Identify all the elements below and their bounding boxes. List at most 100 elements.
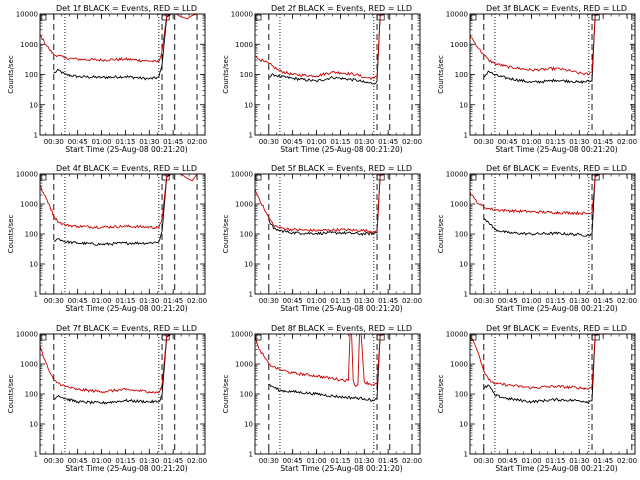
panel-title: Det 6f BLACK = Events, RED = LLD [486,164,627,173]
x-tick-label: 01:30 [569,297,589,305]
y-axis-label: Counts/sec [222,55,230,94]
y-tick-label: 10000 [16,11,38,19]
x-tick-label: 02:00 [402,457,422,465]
x-tick-label: 01:15 [330,138,350,146]
start-marker-square [255,174,262,181]
panel-title: Det 7f BLACK = Events, RED = LLD [56,324,197,333]
start-marker-square [255,14,262,21]
x-tick-label: 01:15 [545,138,565,146]
y-tick-label: 100 [240,71,253,79]
lld-series-line [39,173,198,230]
events-series-line [268,333,386,402]
x-axis-label: Start Time (25-Aug-08 00:21:20) [495,304,617,313]
x-tick-label: 00:30 [44,138,64,146]
y-axis-label: Counts/sec [437,375,445,414]
y-tick-label: 1 [34,451,38,459]
y-tick-label: 100 [455,391,468,399]
y-tick-label: 1000 [20,41,38,49]
y-tick-label: 1 [249,451,253,459]
lld-series-line [469,333,612,391]
y-tick-label: 10 [244,421,253,429]
y-tick-label: 1000 [450,361,468,369]
y-tick-label: 10000 [16,331,38,339]
y-tick-label: 1 [464,291,468,299]
x-axis-label: Start Time (25-Aug-08 00:21:20) [280,464,402,473]
detector-panel-4: Det 4f BLACK = Events, RED = LLD Counts/s… [7,164,207,313]
end-marker-square [161,334,170,341]
x-tick-label: 02:00 [402,138,422,146]
events-series-line [53,333,172,405]
x-axis-label: Start Time (25-Aug-08 00:21:20) [280,145,402,154]
y-tick-label: 100 [455,71,468,79]
x-axis-label: Start Time (25-Aug-08 00:21:20) [280,304,402,313]
x-tick-label: 01:45 [163,457,183,465]
x-axis-label: Start Time (25-Aug-08 00:21:20) [65,464,187,473]
x-tick-label: 01:30 [569,457,589,465]
y-tick-label: 10000 [16,171,38,179]
x-tick-label: 01:15 [115,138,135,146]
x-tick-label: 00:30 [259,297,279,305]
x-tick-label: 00:45 [68,138,88,146]
y-tick-label: 1000 [235,41,253,49]
x-tick-label: 01:30 [139,297,159,305]
x-tick-label: 00:45 [283,297,303,305]
x-tick-label: 01:15 [545,457,565,465]
lld-series-line [469,13,612,76]
events-series-line [483,333,601,404]
x-tick-label: 00:30 [44,297,64,305]
plot-frame [469,333,636,455]
x-tick-label: 02:00 [187,457,207,465]
x-tick-label: 01:45 [378,297,398,305]
y-axis-label: Counts/sec [437,215,445,254]
x-tick-label: 01:45 [378,457,398,465]
x-tick-label: 01:00 [306,457,326,465]
plot-frame [254,173,421,295]
y-tick-label: 100 [240,231,253,239]
y-axis-label: Counts/sec [222,215,230,254]
panel-title: Det 8f BLACK = Events, RED = LLD [271,324,412,333]
events-series-line [483,173,601,237]
x-tick-label: 00:30 [474,297,494,305]
y-tick-label: 1 [34,291,38,299]
end-marker-square [591,334,600,341]
plot-frame [39,333,206,455]
y-tick-label: 1000 [20,201,38,209]
events-series-line [268,173,386,237]
lld-series-line [39,333,182,394]
x-tick-label: 01:45 [163,297,183,305]
x-axis-label: Start Time (25-Aug-08 00:21:20) [495,464,617,473]
x-tick-label: 01:15 [330,457,350,465]
detector-panel-9: Det 9f BLACK = Events, RED = LLD Counts/s… [437,324,637,473]
x-tick-label: 00:45 [283,457,303,465]
x-tick-label: 01:45 [593,297,613,305]
x-axis-label: Start Time (25-Aug-08 00:21:20) [495,145,617,154]
x-tick-label: 00:45 [498,457,518,465]
lld-series-line [254,13,397,81]
x-tick-label: 00:30 [474,457,494,465]
y-tick-label: 10 [244,261,253,269]
lld-series-line [254,173,397,234]
x-tick-label: 00:30 [259,457,279,465]
detector-panel-6: Det 6f BLACK = Events, RED = LLD Counts/s… [437,164,637,313]
y-tick-label: 1 [34,132,38,140]
y-tick-label: 10000 [446,171,468,179]
x-tick-label: 01:30 [139,457,159,465]
y-tick-label: 10 [459,101,468,109]
start-marker-square [470,334,477,341]
end-marker-square [591,14,600,21]
x-tick-label: 00:45 [498,297,518,305]
x-tick-label: 01:00 [91,138,111,146]
y-axis-label: Counts/sec [222,375,230,414]
detector-panel-2: Det 2f BLACK = Events, RED = LLD Counts/s… [222,4,422,154]
start-marker-square [40,334,47,341]
panel-title: Det 1f BLACK = Events, RED = LLD [56,4,197,13]
x-tick-label: 00:30 [474,138,494,146]
y-tick-label: 1 [249,132,253,140]
x-tick-label: 02:00 [402,297,422,305]
y-tick-label: 10000 [446,11,468,19]
x-tick-label: 01:15 [330,297,350,305]
y-axis-label: Counts/sec [437,55,445,94]
lld-series-line [39,13,198,63]
panel-title: Det 3f BLACK = Events, RED = LLD [486,4,627,13]
x-tick-label: 01:45 [593,138,613,146]
